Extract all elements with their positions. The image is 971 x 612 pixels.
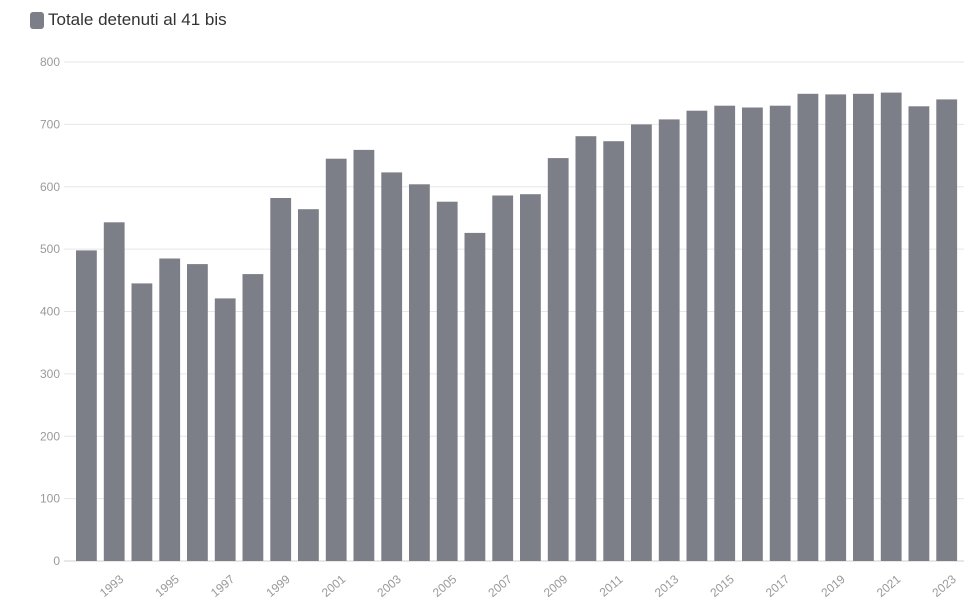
y-tick-label: 400 <box>40 305 60 319</box>
x-tick-label: 2011 <box>597 572 626 600</box>
bar-2019 <box>825 94 847 562</box>
bar-2007 <box>492 195 514 561</box>
x-tick-label: 2005 <box>430 572 460 600</box>
bars <box>76 92 958 562</box>
bar-2008 <box>520 194 541 561</box>
bar-2014 <box>686 110 708 561</box>
bar-2023 <box>936 99 958 562</box>
bar-2001 <box>325 158 347 561</box>
bar-2004 <box>409 184 430 562</box>
x-axis: 1993 1995 1997 1999 2001 2003 2005 2007 2009 2011… <box>97 572 959 600</box>
bar-1995 <box>159 258 181 561</box>
x-tick-label: 1999 <box>263 572 293 600</box>
x-tick-label: 2003 <box>374 572 404 600</box>
bar-2022 <box>908 106 930 562</box>
x-tick-label: 1995 <box>152 572 182 600</box>
bar-2002 <box>353 149 375 561</box>
bar-1998 <box>242 274 264 561</box>
x-tick-label: 2001 <box>319 572 349 600</box>
bar-2017 <box>769 105 791 561</box>
x-tick-label: 2023 <box>929 572 959 600</box>
legend-swatch <box>30 11 44 29</box>
bar-2016 <box>742 107 763 561</box>
bar-2021 <box>880 92 902 561</box>
legend-label: Totale detenuti al 41 bis <box>48 10 227 29</box>
y-tick-label: 200 <box>40 429 60 443</box>
bar-2006 <box>464 232 486 561</box>
x-tick-label: 2017 <box>763 572 793 600</box>
bar-1993 <box>103 222 125 562</box>
y-tick-label: 500 <box>40 242 60 256</box>
bar-2012 <box>631 124 652 562</box>
bar-1999 <box>270 198 292 561</box>
y-axis: 0 100 200 300 400 500 600 700 800 <box>40 55 60 568</box>
bar-2015 <box>714 105 736 561</box>
x-tick-label: 2007 <box>485 572 515 600</box>
y-tick-label: 0 <box>53 554 60 568</box>
bar-2018 <box>797 93 819 562</box>
bar-2010 <box>575 136 597 561</box>
x-tick-label: 2015 <box>707 572 737 600</box>
x-tick-label: 1993 <box>97 572 127 600</box>
bar-2009 <box>547 158 569 561</box>
bar-1996 <box>187 264 208 561</box>
y-tick-label: 700 <box>40 117 60 131</box>
y-tick-label: 100 <box>40 492 60 506</box>
bar-2005 <box>436 201 458 561</box>
bar-1994 <box>131 283 153 561</box>
bar-2013 <box>658 119 680 562</box>
bar-1997 <box>214 298 236 561</box>
legend: Totale detenuti al 41 bis <box>30 8 227 32</box>
y-tick-label: 600 <box>40 180 60 194</box>
bar-2003 <box>381 172 403 561</box>
x-tick-label: 2021 <box>874 572 904 600</box>
bar-2000 <box>298 209 319 561</box>
y-tick-label: 300 <box>40 367 60 381</box>
x-tick-label: 1997 <box>208 572 238 600</box>
y-tick-label: 800 <box>40 55 60 69</box>
x-tick-label: 2013 <box>652 572 682 600</box>
bar-1992 <box>76 250 97 561</box>
bar-2011 <box>603 141 625 561</box>
x-tick-label: 2009 <box>541 572 571 600</box>
x-tick-label: 2019 <box>818 572 848 600</box>
bar-2020 <box>853 93 874 562</box>
